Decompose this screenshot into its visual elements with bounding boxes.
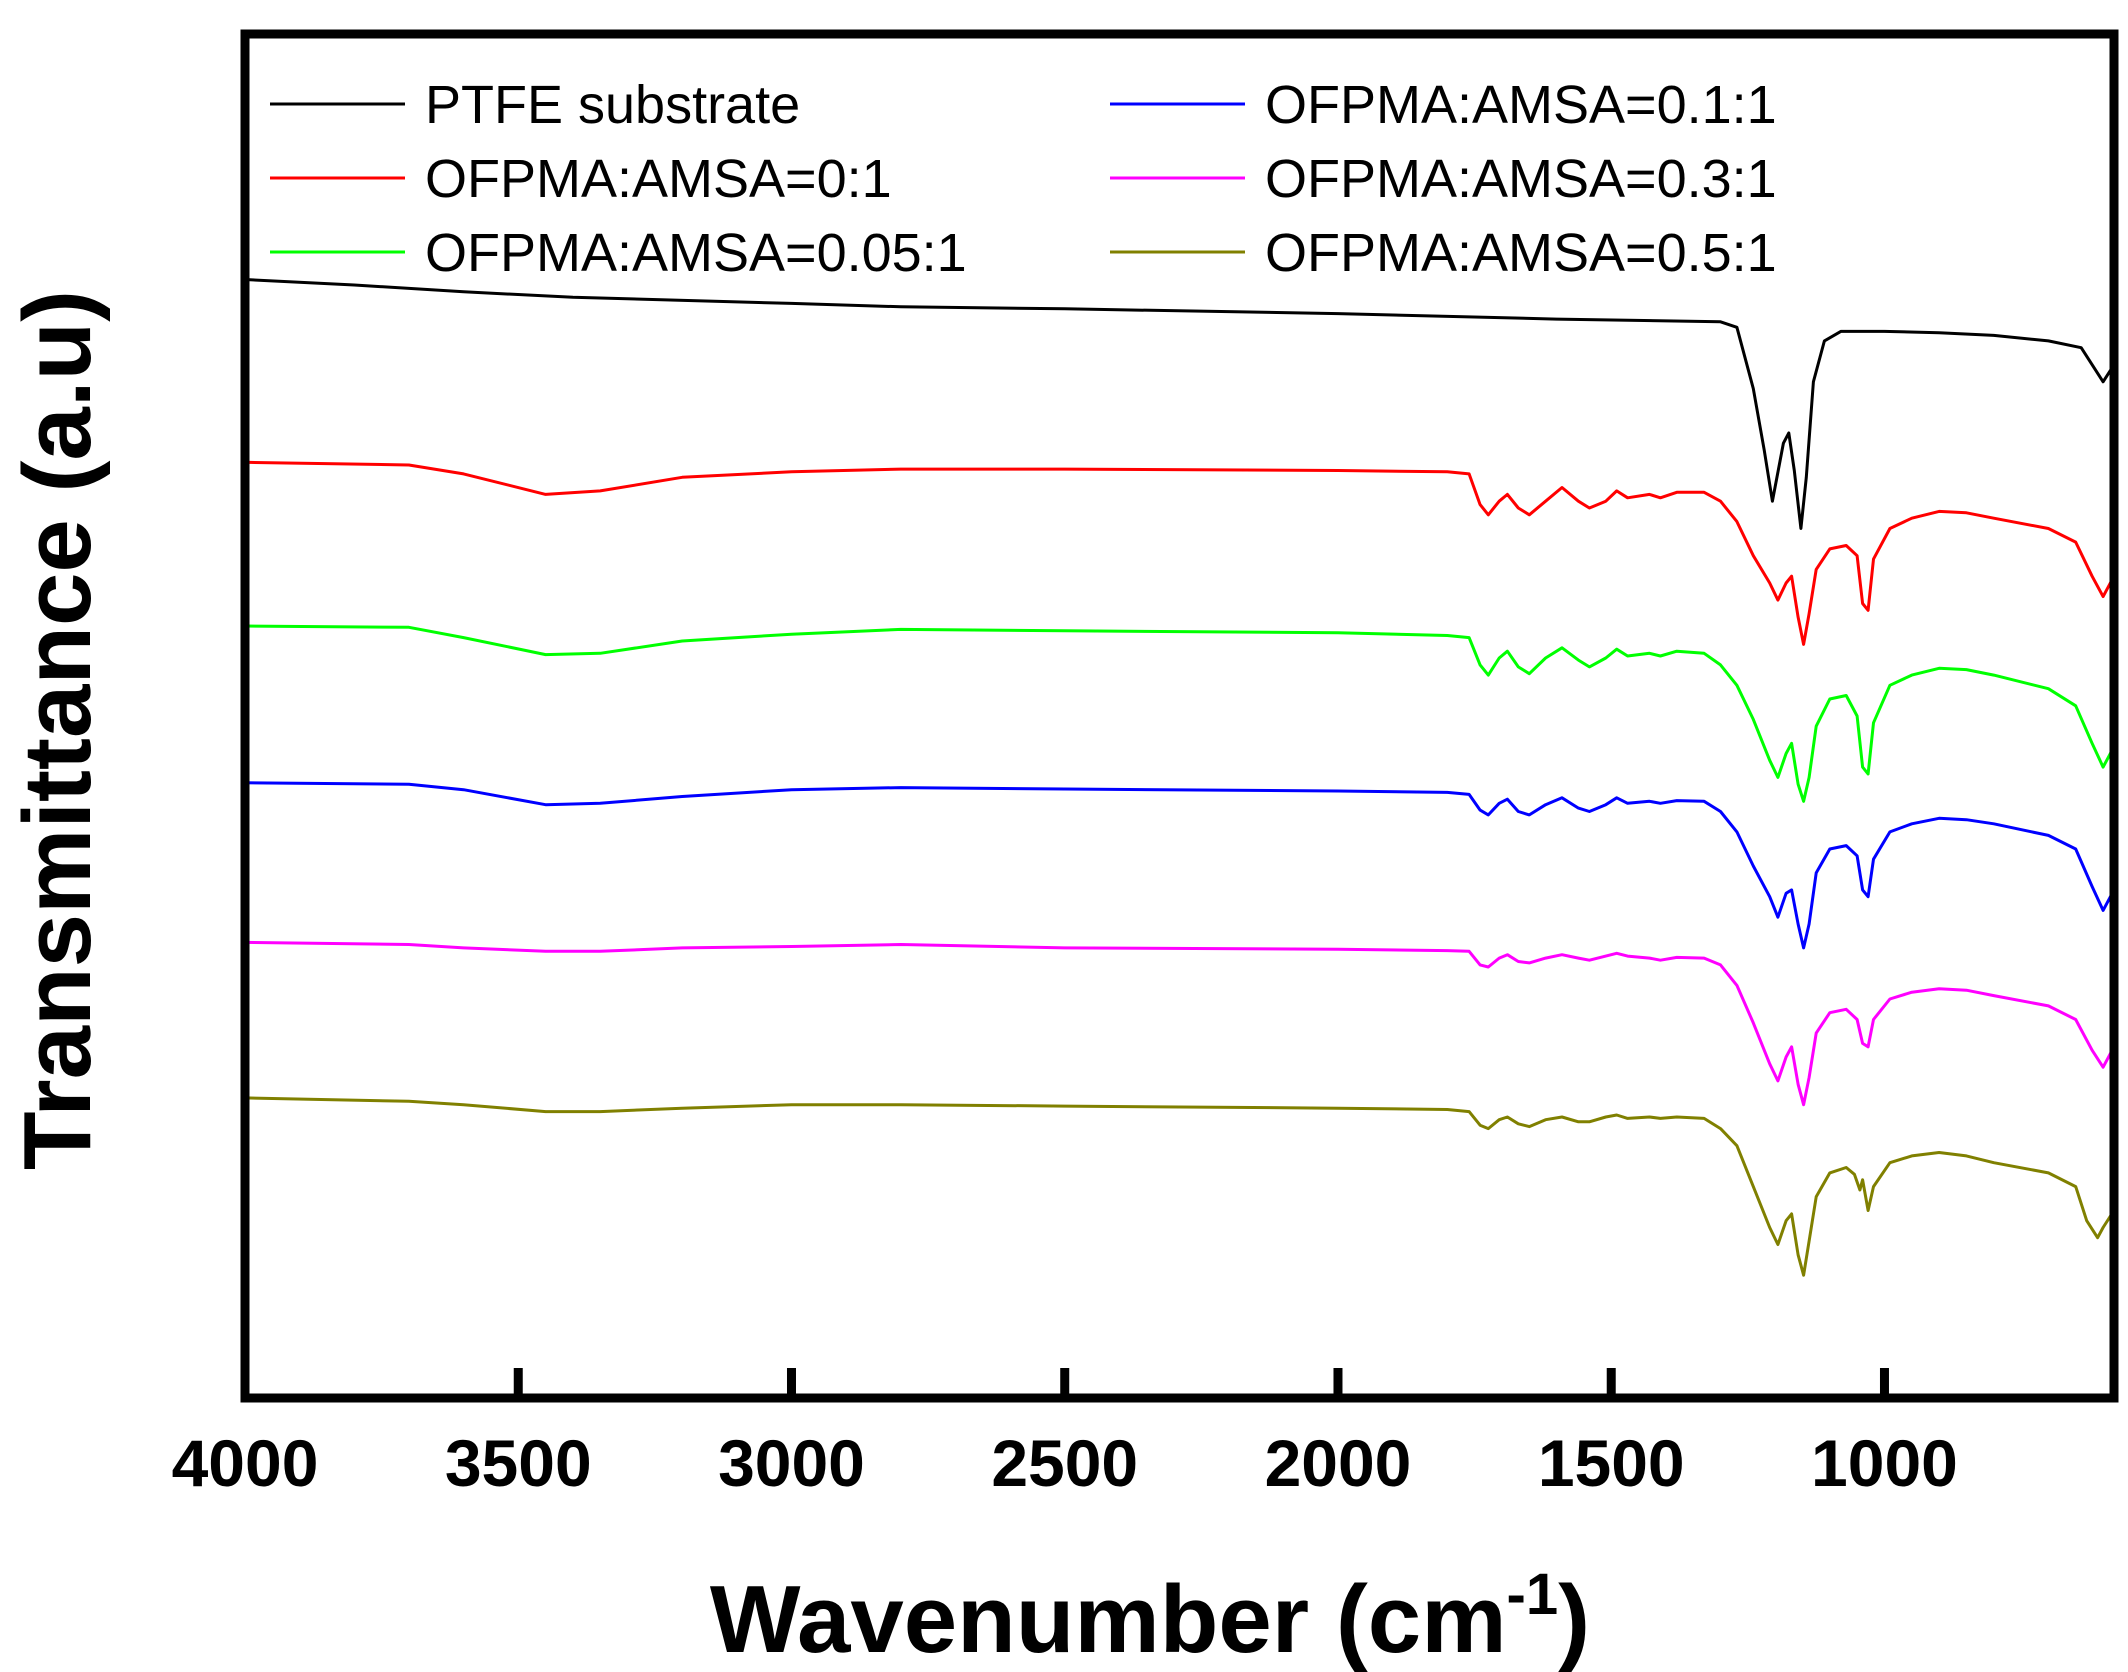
y-axis-label: Transmittance (a.u) [4, 290, 111, 1170]
legend-label-3: OFPMA:AMSA=0.05:1 [425, 223, 967, 283]
x-tick-label: 1500 [1538, 1426, 1685, 1500]
series-layer [244, 278, 2116, 1277]
series-line-2 [244, 460, 2116, 646]
legend-label-4: OFPMA:AMSA=0.1:1 [1265, 75, 1777, 135]
series-line-4 [244, 781, 2116, 950]
legend: PTFE substrate OFPMA:AMSA=0:1 OFPMA:AMSA=0… [270, 75, 1777, 283]
legend-label-1: PTFE substrate [425, 75, 800, 135]
legend-label-6: OFPMA:AMSA=0.5:1 [1265, 223, 1777, 283]
x-tick-label: 2500 [991, 1426, 1138, 1500]
series-line-1 [244, 278, 2116, 530]
series-line-3 [244, 624, 2116, 803]
plot-frame [240, 29, 2119, 1403]
x-tick-label: 2000 [1265, 1426, 1412, 1500]
series-line-5 [244, 940, 2116, 1107]
x-tick-label: 4000 [172, 1426, 319, 1500]
series-line-6 [244, 1096, 2116, 1277]
x-axis-label: Wavenumber (cm-1) [710, 1562, 1590, 1672]
x-tick-label: 3500 [445, 1426, 592, 1500]
legend-label-2: OFPMA:AMSA=0:1 [425, 149, 892, 209]
x-tick-label: 3000 [718, 1426, 865, 1500]
x-axis-ticks: 4000 3500 3000 2500 2000 1500 1000 [172, 1368, 1958, 1500]
legend-label-5: OFPMA:AMSA=0.3:1 [1265, 149, 1777, 209]
x-tick-label: 1000 [1811, 1426, 1958, 1500]
